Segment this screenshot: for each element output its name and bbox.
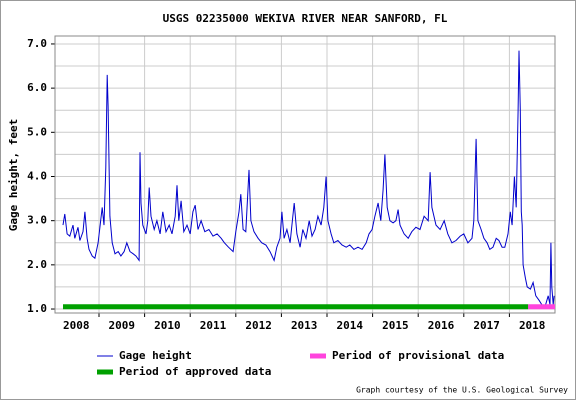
y-tick-label: 7.0 (27, 37, 47, 50)
x-tick-label: 2018 (519, 319, 546, 332)
x-tick-label: 2012 (245, 319, 272, 332)
x-tick-label: 2009 (109, 319, 136, 332)
plot-area (55, 36, 555, 313)
x-tick-label: 2017 (473, 319, 500, 332)
data-line (62, 50, 555, 308)
y-tick-label: 3.0 (27, 214, 47, 227)
x-tick-label: 2010 (154, 319, 181, 332)
y-tick-label: 1.0 (27, 302, 47, 315)
legend-label: Period of approved data (119, 365, 271, 378)
x-tick-label: 2011 (200, 319, 227, 332)
y-tick-label: 2.0 (27, 258, 47, 271)
x-tick-label: 2016 (428, 319, 455, 332)
credit: Graph courtesy of the U.S. Geological Su… (356, 386, 568, 395)
y-tick-label: 5.0 (27, 125, 47, 138)
plot-frame (54, 35, 556, 314)
chart-title: USGS 02235000 WEKIVA RIVER NEAR SANFORD,… (163, 12, 448, 25)
x-tick-label: 2014 (337, 319, 364, 332)
x-tick-label: 2013 (291, 319, 318, 332)
y-axis-label: Gage height, feet (7, 119, 20, 232)
x-tick-label: 2015 (382, 319, 409, 332)
x-tick-label: 2008 (63, 319, 90, 332)
y-tick-label: 4.0 (27, 169, 47, 182)
legend-label: Gage height (119, 349, 192, 362)
legend-label: Period of provisional data (332, 349, 504, 362)
y-tick-label: 6.0 (27, 81, 47, 94)
